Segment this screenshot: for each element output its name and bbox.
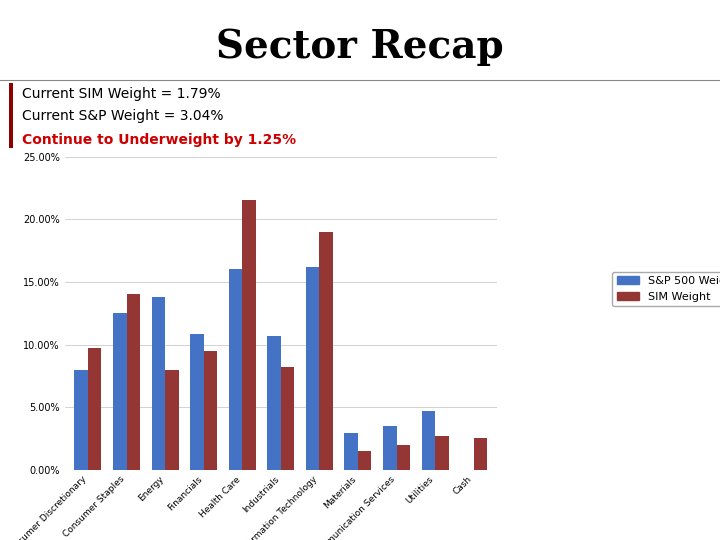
Bar xyxy=(435,436,449,470)
Text: Fisher College of Business – Student Investment Management: Fisher College of Business – Student Inv… xyxy=(75,511,645,529)
Bar xyxy=(422,411,435,470)
Bar xyxy=(397,445,410,470)
Bar xyxy=(74,369,88,470)
Bar xyxy=(358,451,372,470)
Bar xyxy=(190,334,204,470)
Bar xyxy=(152,297,165,470)
Text: Continue to Underweight by 1.25%: Continue to Underweight by 1.25% xyxy=(22,133,296,147)
Bar xyxy=(88,348,102,470)
Bar xyxy=(242,200,256,470)
Bar xyxy=(165,369,179,470)
Bar xyxy=(320,232,333,470)
Legend: S&P 500 Weight, SIM Weight: S&P 500 Weight, SIM Weight xyxy=(612,272,720,306)
Text: Current S&P Weight = 3.04%: Current S&P Weight = 3.04% xyxy=(22,109,223,123)
Text: Current SIM Weight = 1.79%: Current SIM Weight = 1.79% xyxy=(22,87,220,102)
Bar xyxy=(229,269,242,470)
Bar xyxy=(127,294,140,470)
Bar xyxy=(113,313,127,470)
Bar xyxy=(383,426,397,470)
Bar xyxy=(267,336,281,470)
Bar xyxy=(474,438,487,470)
Bar xyxy=(281,367,294,470)
Bar xyxy=(344,434,358,470)
Text: Sector Recap: Sector Recap xyxy=(216,28,504,66)
FancyBboxPatch shape xyxy=(9,83,13,147)
Bar xyxy=(204,351,217,470)
Bar xyxy=(306,267,320,470)
